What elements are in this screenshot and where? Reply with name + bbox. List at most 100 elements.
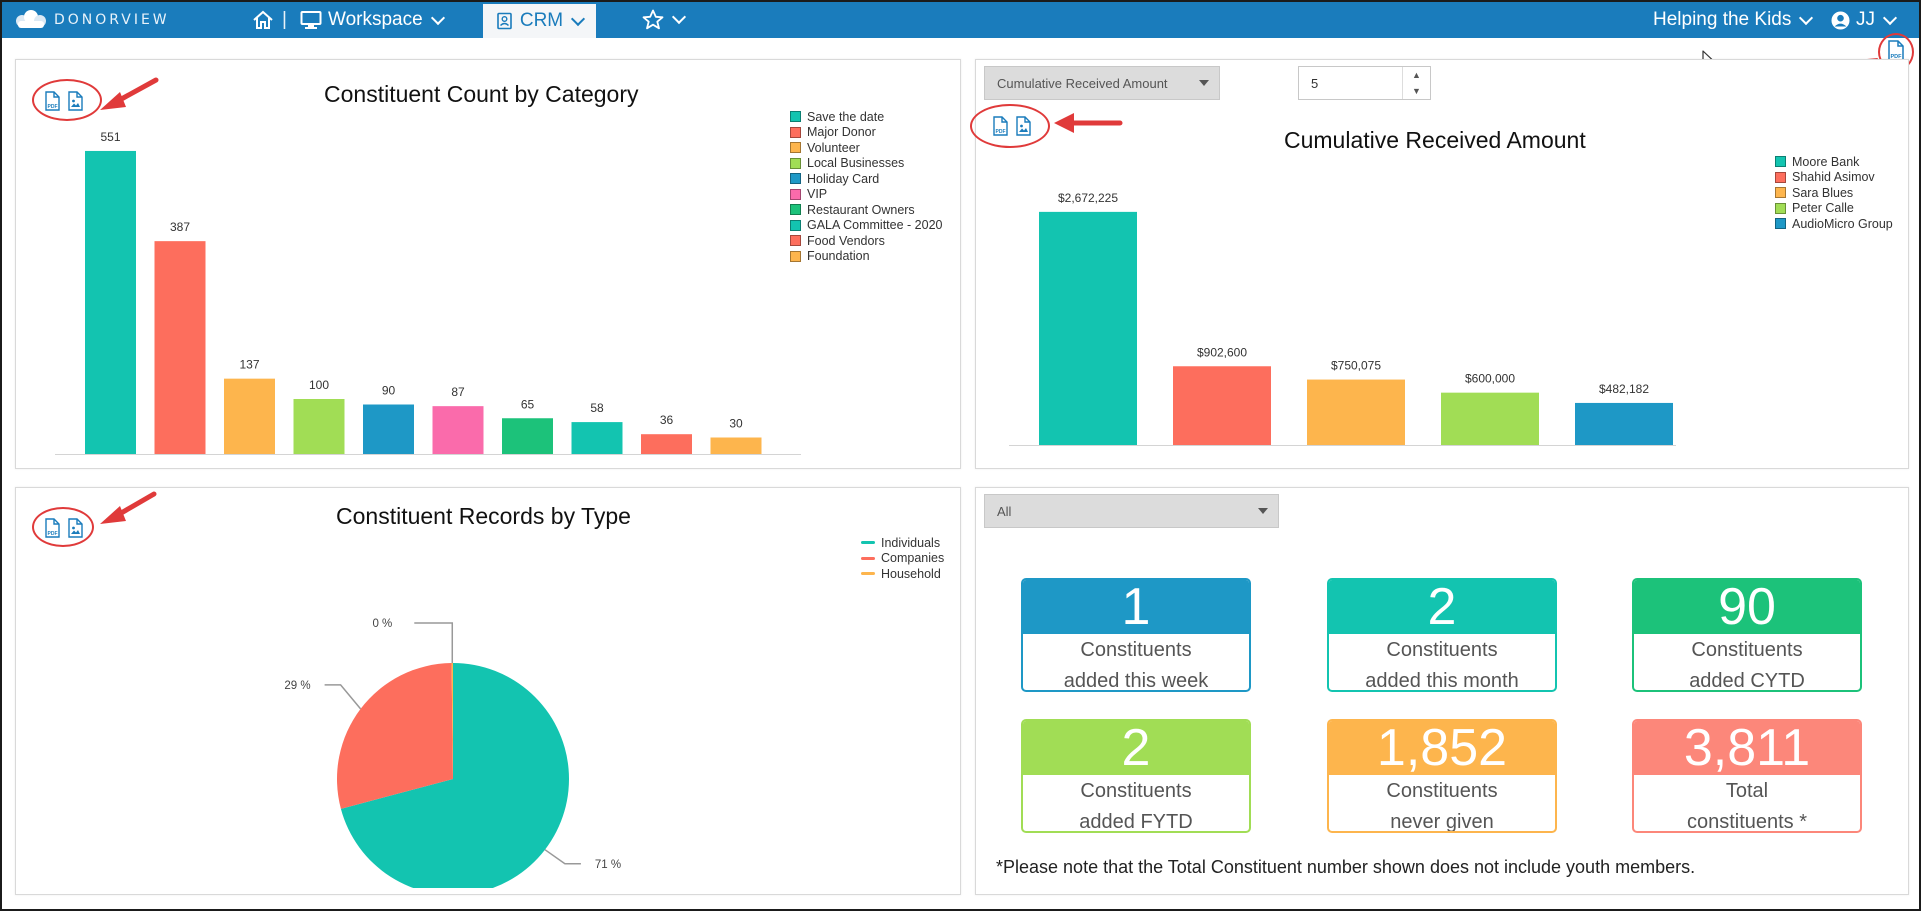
kpi-label-line2: added CYTD [1689, 670, 1805, 692]
legend-item[interactable]: Companies [861, 551, 944, 567]
annotation-arrow [100, 77, 159, 110]
kpi-card-fytd: 2 Constituents added FYTD [1021, 719, 1251, 833]
category-bar-chart: 551 387 137 100 90 87 65 58 36 30 [55, 130, 801, 455]
legend-item[interactable]: Moore Bank [1775, 154, 1893, 170]
bar[interactable] [224, 378, 275, 454]
legend-item[interactable]: Major Donor [790, 125, 942, 141]
donorview-logo-icon [16, 10, 46, 28]
top-count-input[interactable]: 5 ▲ ▼ [1298, 66, 1431, 100]
legend-swatch [790, 235, 801, 247]
pie-slice[interactable] [451, 663, 453, 779]
bar[interactable] [1307, 379, 1405, 445]
bar-value-label: 58 [590, 401, 604, 415]
kpi-value: 1 [1023, 580, 1249, 634]
legend-item[interactable]: Foundation [790, 249, 942, 265]
legend-label: Peter Calle [1792, 201, 1854, 216]
spin-down-icon[interactable]: ▼ [1412, 86, 1421, 96]
period-filter-select[interactable]: All [984, 494, 1279, 528]
period-filter-value: All [997, 503, 1012, 519]
bar-value-label: $482,182 [1599, 382, 1649, 396]
legend-swatch [790, 126, 801, 138]
kpi-value: 2 [1329, 580, 1555, 634]
pie-slice[interactable] [337, 663, 453, 809]
kpi-value: 2 [1023, 721, 1249, 775]
legend-item[interactable]: AudioMicro Group [1775, 216, 1893, 232]
count-spinner[interactable]: ▲ ▼ [1402, 67, 1430, 99]
bar[interactable] [1575, 402, 1673, 445]
kpi-card-cytd: 90 Constituents added CYTD [1632, 578, 1862, 692]
legend-item[interactable]: Sara Blues [1775, 185, 1893, 201]
kpi-label-line1: Constituents [1080, 639, 1192, 661]
favorites-menu[interactable] [642, 9, 687, 30]
bar-value-label: 65 [521, 397, 535, 411]
bar[interactable] [710, 437, 762, 455]
bar[interactable] [1039, 211, 1137, 445]
legend-item[interactable]: Save the date [790, 109, 942, 125]
bar-value-label: 137 [239, 358, 259, 372]
legend-label: Volunteer [807, 140, 860, 155]
bar[interactable] [363, 404, 414, 455]
legend-label: Food Vendors [807, 233, 885, 248]
bar[interactable] [432, 406, 484, 454]
legend-swatch [1775, 187, 1786, 199]
legend-item[interactable]: VIP [790, 187, 942, 203]
legend-item[interactable]: Individuals [861, 535, 944, 551]
bar[interactable] [1173, 366, 1271, 445]
app-logo[interactable]: DONORVIEW [14, 10, 170, 30]
legend-swatch [790, 111, 801, 123]
legend-swatch [1775, 171, 1786, 183]
legend-item[interactable]: Food Vendors [790, 233, 942, 249]
legend-swatch [1775, 218, 1786, 230]
bar[interactable] [154, 241, 206, 454]
bar-value-label: 387 [170, 220, 190, 234]
caret-down-icon [1258, 508, 1268, 514]
legend-item[interactable]: Holiday Card [790, 171, 942, 187]
legend-item[interactable]: GALA Committee - 2020 [790, 218, 942, 234]
bar[interactable] [641, 434, 692, 454]
top-count-value: 5 [1311, 75, 1319, 91]
monitor-icon [300, 11, 322, 29]
constituent-count-panel: Constituent Count by Category PDF 551 387… [15, 59, 961, 469]
annotation-ellipse [970, 104, 1050, 148]
pie-leader-line [414, 622, 454, 664]
bar[interactable] [1441, 392, 1539, 445]
bar[interactable] [293, 399, 345, 454]
bar-value-label: 36 [660, 413, 674, 427]
kpi-label-line2: added FYTD [1079, 811, 1193, 833]
metric-select-value: Cumulative Received Amount [997, 75, 1168, 91]
tab-crm[interactable]: CRM [483, 4, 596, 38]
legend-item[interactable]: Restaurant Owners [790, 202, 942, 218]
spin-up-icon[interactable]: ▲ [1412, 70, 1421, 80]
legend-label: AudioMicro Group [1792, 216, 1893, 231]
home-nav[interactable]: | [252, 9, 287, 31]
kpi-label-line1: Constituents [1080, 780, 1192, 802]
bar[interactable] [571, 422, 623, 454]
legend-item[interactable]: Peter Calle [1775, 201, 1893, 217]
chevron-down-icon [571, 11, 586, 26]
organization-menu[interactable]: Helping the Kids [1653, 9, 1814, 31]
annotation-arrow [100, 491, 157, 524]
home-icon[interactable] [252, 10, 274, 30]
legend-label: VIP [807, 187, 828, 202]
pie-slice[interactable] [340, 663, 569, 888]
chevron-down-icon [671, 9, 687, 25]
legend-item[interactable]: Shahid Asimov [1775, 170, 1893, 186]
panel-title: Constituent Records by Type [336, 503, 631, 529]
bar[interactable] [502, 418, 553, 454]
kpi-label-line2: added this month [1365, 670, 1519, 692]
user-avatar-icon [1831, 11, 1850, 29]
category-legend: Save the date Major Donor Volunteer Local B… [790, 109, 942, 264]
pie-value-label: 0 % [372, 618, 392, 630]
workspace-menu[interactable]: Workspace [300, 9, 445, 31]
legend-item[interactable]: Household [861, 566, 944, 582]
donor-legend: Moore Bank Shahid Asimov Sara Blues Peter C… [1775, 154, 1893, 232]
legend-label: Individuals [881, 535, 941, 550]
user-menu[interactable]: JJ [1831, 9, 1898, 31]
bar[interactable] [85, 150, 136, 454]
chevron-down-icon [1799, 10, 1814, 25]
metric-select[interactable]: Cumulative Received Amount [984, 66, 1220, 100]
legend-item[interactable]: Volunteer [790, 140, 942, 156]
kpi-label-line1: Constituents [1691, 639, 1803, 661]
legend-item[interactable]: Local Businesses [790, 156, 942, 172]
legend-label: Major Donor [807, 125, 876, 140]
